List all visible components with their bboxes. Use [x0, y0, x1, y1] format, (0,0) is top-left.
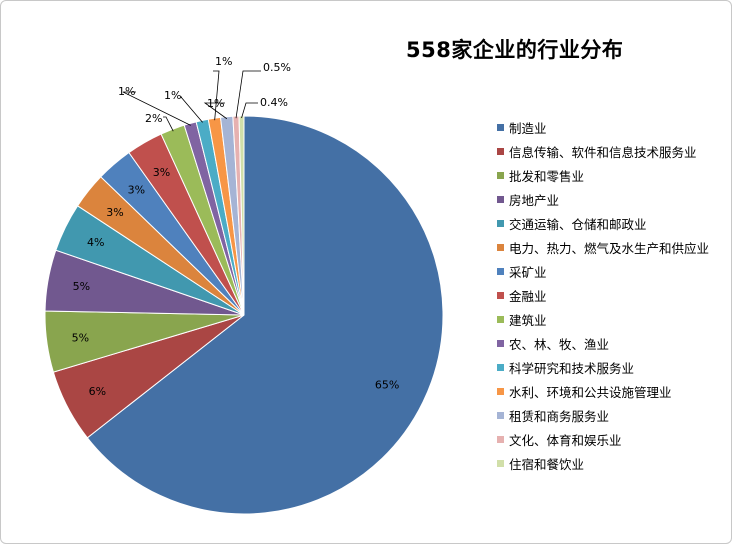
pie-slice	[86, 115, 444, 515]
leader-line	[213, 70, 220, 121]
legend-label: 房地产业	[509, 192, 560, 208]
legend-swatch	[497, 123, 504, 131]
legend-swatch	[497, 459, 504, 467]
legend-swatch	[497, 339, 504, 347]
slice-label: 0.5%	[263, 61, 291, 74]
legend-swatch	[497, 411, 504, 419]
legend-item: 信息传输、软件和信息技术服务业	[497, 139, 709, 163]
legend-item: 房地产业	[497, 187, 709, 211]
legend-swatch	[497, 387, 504, 395]
legend-swatch	[497, 243, 504, 251]
legend-swatch	[497, 147, 504, 155]
legend-item: 科学研究和技术服务业	[497, 355, 709, 379]
legend-label: 文化、体育和娱乐业	[509, 432, 622, 448]
legend-label: 制造业	[509, 120, 547, 136]
leader-line	[163, 116, 174, 132]
slice-label: 5%	[72, 331, 89, 344]
legend-item: 农、林、牧、渔业	[497, 331, 709, 355]
legend-label: 信息传输、软件和信息技术服务业	[509, 144, 697, 160]
leader-line	[203, 102, 228, 120]
slice-label: 3%	[128, 184, 145, 197]
legend-item: 住宿和餐饮业	[497, 451, 709, 475]
leader-line	[122, 91, 191, 126]
slice-label: 1%	[164, 89, 181, 102]
legend-item: 金融业	[497, 283, 709, 307]
slice-label: 3%	[153, 166, 170, 179]
legend-swatch	[497, 219, 504, 227]
legend-swatch	[497, 291, 504, 299]
slice-label: 65%	[375, 379, 399, 392]
slice-label: 4%	[87, 236, 104, 249]
legend-item: 制造业	[497, 115, 709, 139]
legend-swatch	[497, 363, 504, 371]
legend-swatch	[497, 315, 504, 323]
legend-label: 交通运输、仓储和邮政业	[509, 216, 647, 232]
legend-swatch	[497, 267, 504, 275]
legend-swatch	[497, 195, 504, 203]
slice-label: 1%	[215, 55, 232, 68]
legend-item: 水利、环境和公共设施管理业	[497, 379, 709, 403]
legend-swatch	[497, 435, 504, 443]
legend-label: 农、林、牧、渔业	[509, 336, 610, 352]
legend-swatch	[497, 171, 504, 179]
slice-label: 2%	[145, 112, 162, 125]
legend-label: 金融业	[509, 288, 547, 304]
leader-line	[235, 70, 261, 119]
legend-label: 水利、环境和公共设施管理业	[509, 384, 672, 400]
slice-label: 1%	[207, 97, 224, 110]
legend-item: 文化、体育和娱乐业	[497, 427, 709, 451]
legend-item: 批发和零售业	[497, 163, 709, 187]
legend: 制造业信息传输、软件和信息技术服务业 批发和零售业 房地产业交通运输、仓储和邮政业电…	[497, 115, 709, 475]
chart-title: 558家企业的行业分布	[406, 38, 624, 62]
legend-item: 电力、热力、燃气及水生产和供应业	[497, 235, 709, 259]
legend-label: 批发和零售业	[509, 168, 585, 184]
pie-slice	[238, 115, 245, 316]
slice-label: 3%	[106, 206, 123, 219]
slice-label: 1%	[118, 85, 135, 98]
slice-label: 6%	[89, 385, 106, 398]
legend-item: 建筑业	[497, 307, 709, 331]
leader-line	[180, 96, 203, 123]
legend-label: 住宿和餐饮业	[509, 456, 585, 472]
legend-label: 电力、热力、燃气及水生产和供应业	[509, 240, 710, 256]
slice-label: 5%	[73, 280, 90, 293]
legend-label: 采矿业	[509, 264, 547, 280]
legend-item: 租赁和商务服务业	[497, 403, 709, 427]
legend-label: 建筑业	[509, 312, 547, 328]
legend-item: 采矿业	[497, 259, 709, 283]
legend-label: 科学研究和技术服务业	[509, 360, 635, 376]
slice-label: 0.4%	[260, 96, 288, 109]
legend-label: 租赁和商务服务业	[509, 408, 610, 424]
leader-line	[241, 102, 258, 119]
legend-item: 交通运输、仓储和邮政业	[497, 211, 709, 235]
